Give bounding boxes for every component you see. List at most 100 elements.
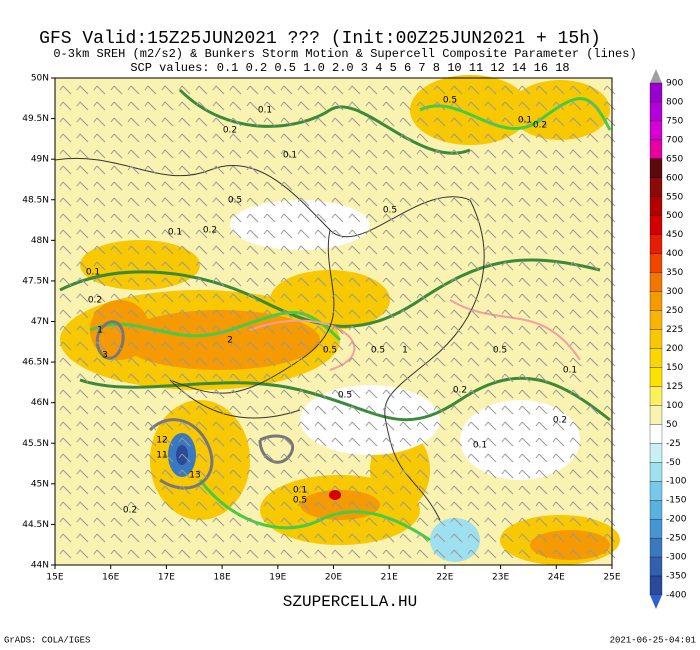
lat-label: 46N (31, 398, 49, 408)
colorbar-box (649, 462, 663, 482)
colorbar-label: 250 (666, 306, 683, 316)
colorbar-label: 500 (666, 211, 683, 221)
barb (552, 485, 565, 495)
contour-label: 0.2 (533, 121, 547, 131)
barb (416, 213, 429, 223)
barb (212, 117, 225, 127)
colorbar-label: 650 (666, 154, 683, 164)
barb (229, 437, 242, 447)
barb (263, 293, 276, 303)
barb (382, 517, 395, 527)
barb (450, 261, 463, 271)
barb (399, 389, 412, 399)
barb (212, 469, 225, 479)
barb (212, 277, 225, 287)
barb (382, 229, 395, 239)
barb (399, 469, 412, 479)
barb (195, 437, 208, 447)
barb (467, 357, 480, 367)
barb (399, 197, 412, 207)
barb (382, 357, 395, 367)
colorbar-label: 225 (666, 325, 683, 335)
barb (314, 373, 327, 383)
barb (110, 261, 123, 271)
lat-label: 47N (31, 317, 49, 327)
barb (416, 453, 429, 463)
lon-label: 15E (46, 573, 63, 583)
barb (59, 357, 72, 367)
barb (59, 229, 72, 239)
barb (93, 325, 106, 335)
barb (416, 469, 429, 479)
barb (127, 117, 140, 127)
barb (246, 485, 259, 495)
barb (586, 453, 599, 463)
barb (331, 325, 344, 335)
barb (127, 453, 140, 463)
barb (195, 453, 208, 463)
contour-label: 0.2 (88, 296, 102, 306)
barb (501, 197, 514, 207)
barb (586, 373, 599, 383)
barb (365, 517, 378, 527)
barb (76, 181, 89, 191)
barb (297, 293, 310, 303)
barb (399, 85, 412, 95)
barb (348, 117, 361, 127)
barb (229, 549, 242, 559)
barb (161, 469, 174, 479)
barb (195, 341, 208, 351)
colorbar-box (649, 329, 663, 349)
barb (365, 485, 378, 495)
colorbar-box (649, 82, 663, 103)
barb (484, 133, 497, 143)
barb (297, 165, 310, 175)
barb (331, 197, 344, 207)
barb (382, 453, 395, 463)
barb (280, 549, 293, 559)
barb (416, 373, 429, 383)
barb (501, 213, 514, 223)
barb (144, 325, 157, 335)
barb (603, 325, 616, 335)
barb (603, 213, 616, 223)
barb (93, 229, 106, 239)
contour-label: 0.2 (453, 386, 467, 396)
barb (76, 309, 89, 319)
barb (399, 149, 412, 159)
barb (212, 213, 225, 223)
barb (484, 213, 497, 223)
barb (246, 405, 259, 415)
barb (297, 133, 310, 143)
barb (484, 501, 497, 511)
barb (314, 149, 327, 159)
barb (382, 485, 395, 495)
barb (501, 501, 514, 511)
barb (297, 149, 310, 159)
barb (263, 245, 276, 255)
barb (331, 533, 344, 543)
barb (331, 517, 344, 527)
barb (229, 149, 242, 159)
barb (586, 213, 599, 223)
lon-label: 18E (214, 573, 231, 583)
barb (178, 101, 191, 111)
barb (399, 133, 412, 143)
barb (76, 453, 89, 463)
barb (161, 549, 174, 559)
barb (518, 501, 531, 511)
colorbar-bottom (650, 595, 662, 609)
barb (229, 517, 242, 527)
barb (280, 101, 293, 111)
barb (569, 453, 582, 463)
colorbar-box (649, 386, 663, 406)
barb (450, 213, 463, 223)
barb (331, 85, 344, 95)
wind-barbs (59, 85, 616, 559)
barb (229, 421, 242, 431)
barb (365, 133, 378, 143)
barb (484, 341, 497, 351)
barb (569, 181, 582, 191)
barb (586, 405, 599, 415)
barb (348, 437, 361, 447)
